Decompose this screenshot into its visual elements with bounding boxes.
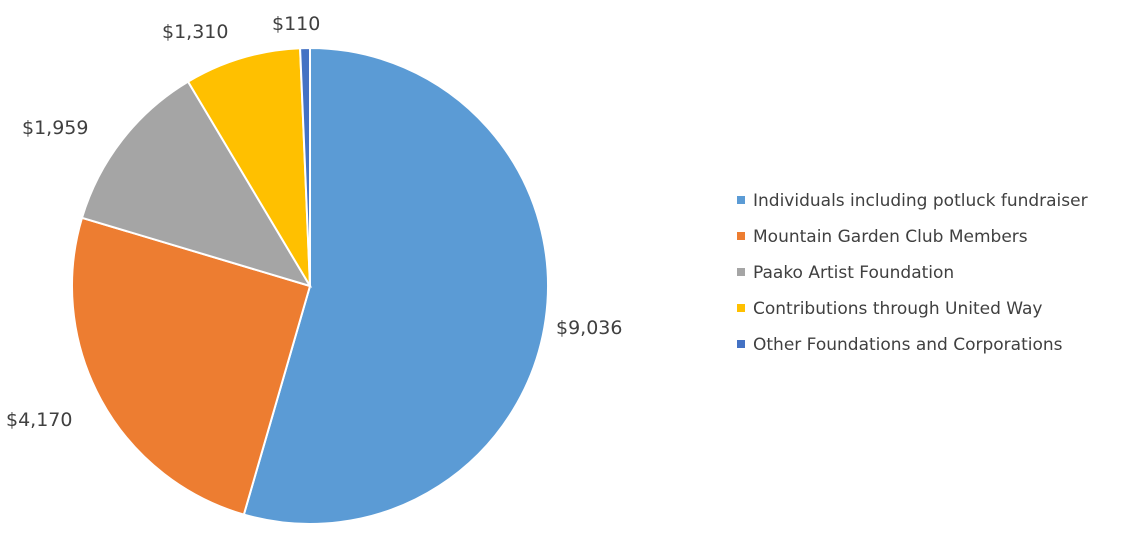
- legend-label-paako-artist-foundation: Paako Artist Foundation: [753, 263, 954, 283]
- pie-slice-mountain-garden-club-members: [71, 216, 312, 516]
- legend-swatch-contributions-through-united-way: [737, 304, 745, 312]
- pie-slice-other-foundations-and-corporations: [299, 46, 311, 287]
- data-label-contributions-through-united-way: $1,310: [162, 21, 228, 43]
- data-label-other-foundations-and-corporations: $110: [272, 13, 320, 35]
- pie-slice-contributions-through-united-way: [186, 47, 311, 287]
- legend-item-mountain-garden-club-members: Mountain Garden Club Members: [737, 227, 1028, 247]
- legend-item-contributions-through-united-way: Contributions through United Way: [737, 299, 1042, 319]
- legend-swatch-paako-artist-foundation: [737, 268, 745, 276]
- pie-slice-paako-artist-foundation: [80, 80, 313, 288]
- pie-slices: [71, 46, 549, 525]
- legend-swatch-other-foundations-and-corporations: [737, 340, 745, 348]
- data-label-paako-artist-foundation: $1,959: [22, 117, 88, 139]
- legend-swatch-individuals-including-potluck-fundraiser: [737, 196, 745, 204]
- legend-label-mountain-garden-club-members: Mountain Garden Club Members: [753, 227, 1028, 247]
- legend-item-paako-artist-foundation: Paako Artist Foundation: [737, 263, 954, 283]
- legend: Individuals including potluck fundraiser…: [737, 191, 1088, 355]
- legend-swatch-mountain-garden-club-members: [737, 232, 745, 240]
- legend-item-other-foundations-and-corporations: Other Foundations and Corporations: [737, 335, 1063, 355]
- legend-label-other-foundations-and-corporations: Other Foundations and Corporations: [753, 335, 1063, 355]
- data-labels: $9,036 $4,170 $1,959 $1,310 $110: [6, 13, 622, 431]
- legend-label-contributions-through-united-way: Contributions through United Way: [753, 299, 1042, 319]
- legend-label-individuals-including-potluck-fundraiser: Individuals including potluck fundraiser: [753, 191, 1088, 211]
- data-label-mountain-garden-club-members: $4,170: [6, 409, 72, 431]
- data-label-individuals-including-potluck-fundraiser: $9,036: [556, 317, 622, 339]
- legend-item-individuals-including-potluck-fundraiser: Individuals including potluck fundraiser: [737, 191, 1088, 211]
- pie-slice-individuals-including-potluck-fundraiser: [242, 46, 549, 525]
